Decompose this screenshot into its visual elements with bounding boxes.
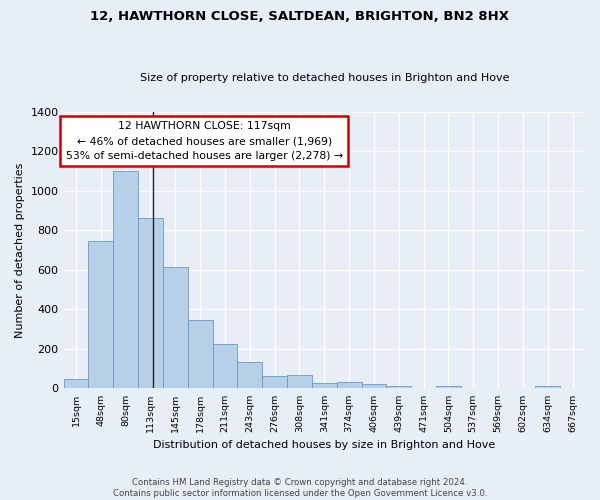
Bar	[113, 171, 138, 388]
Bar	[337, 382, 362, 388]
Bar	[436, 386, 461, 388]
Y-axis label: Number of detached properties: Number of detached properties	[15, 162, 25, 338]
Text: 12 HAWTHORN CLOSE: 117sqm
← 46% of detached houses are smaller (1,969)
53% of se: 12 HAWTHORN CLOSE: 117sqm ← 46% of detac…	[66, 121, 343, 161]
Bar	[287, 374, 312, 388]
Bar	[212, 344, 238, 389]
Bar	[163, 267, 188, 388]
Bar	[362, 384, 386, 388]
Bar	[138, 218, 163, 388]
Bar	[312, 383, 337, 388]
Text: Contains HM Land Registry data © Crown copyright and database right 2024.
Contai: Contains HM Land Registry data © Crown c…	[113, 478, 487, 498]
Bar	[535, 386, 560, 388]
Bar	[386, 386, 411, 388]
X-axis label: Distribution of detached houses by size in Brighton and Hove: Distribution of detached houses by size …	[153, 440, 496, 450]
Bar	[88, 240, 113, 388]
Text: 12, HAWTHORN CLOSE, SALTDEAN, BRIGHTON, BN2 8HX: 12, HAWTHORN CLOSE, SALTDEAN, BRIGHTON, …	[91, 10, 509, 23]
Bar	[262, 376, 287, 388]
Bar	[188, 320, 212, 388]
Bar	[238, 362, 262, 388]
Title: Size of property relative to detached houses in Brighton and Hove: Size of property relative to detached ho…	[140, 73, 509, 83]
Bar	[64, 379, 88, 388]
